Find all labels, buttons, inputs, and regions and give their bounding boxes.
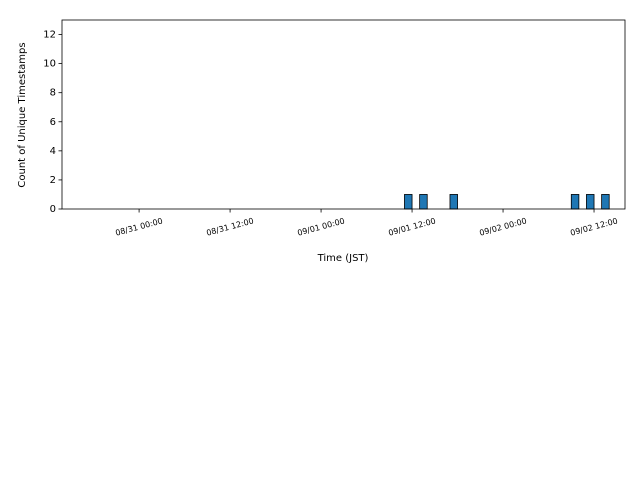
bar [570,194,580,210]
y-tick-label: 8 [50,88,56,99]
x-tick-label: 09/01 00:00 [296,216,345,237]
y-tick-label: 2 [50,175,56,186]
bar [419,194,428,210]
y-axis-label: Count of Unique Timestamps [17,42,28,187]
bar [449,194,458,210]
y-tick-label: 12 [43,30,56,41]
y-tick-label: 10 [43,59,56,70]
x-tick-label: 09/02 00:00 [478,216,527,237]
y-tick-label: 4 [50,146,56,157]
plot-frame [61,19,626,210]
x-tick-label: 08/31 12:00 [205,216,254,237]
y-tick-label: 6 [50,117,56,128]
x-tick-label: 08/31 00:00 [114,216,163,237]
x-tick-label: 09/01 12:00 [387,216,436,237]
bar [404,194,413,210]
x-tick-label: 09/02 12:00 [569,216,618,237]
bar [601,194,610,210]
y-tick-label: 0 [50,204,56,215]
bar [586,194,595,210]
x-axis-label: Time (JST) [317,253,369,264]
